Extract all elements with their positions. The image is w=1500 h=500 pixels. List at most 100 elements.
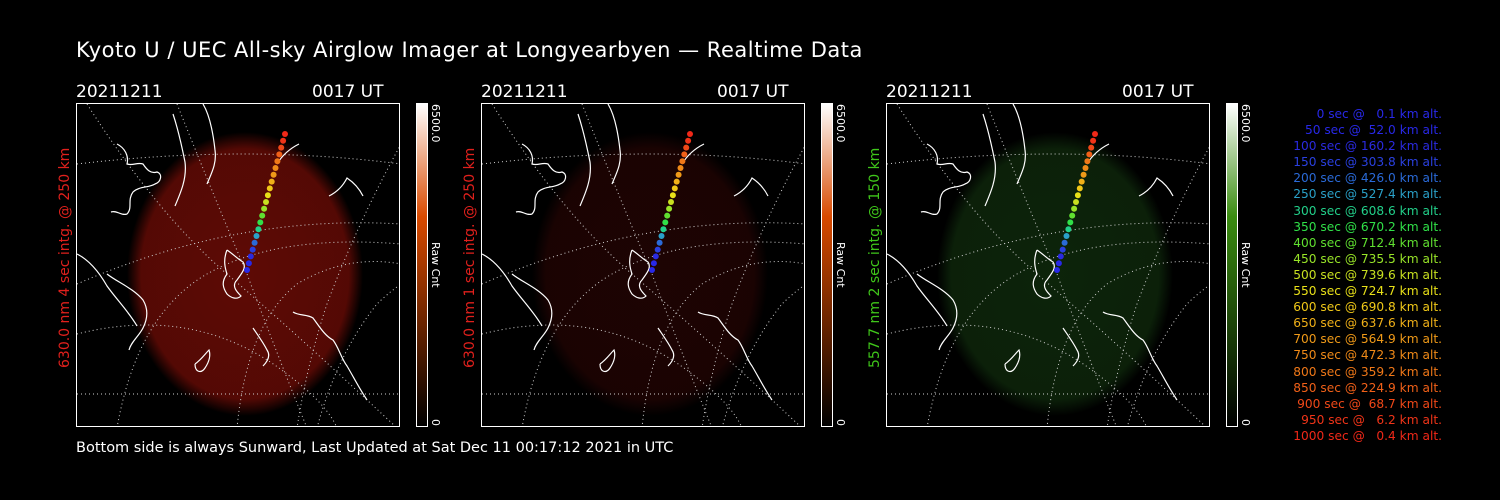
coastline [482, 104, 773, 401]
trajectory-point [255, 226, 262, 233]
allsky-image-panel-2 [481, 103, 805, 427]
trajectory-point [1059, 246, 1066, 253]
trajectory-point [261, 205, 268, 212]
trajectory-point [649, 267, 655, 273]
trajectory-legend: 0 sec @ 0.1 km alt. 50 sec @ 52.0 km alt.… [1262, 106, 1442, 444]
image-date: 20211211 [76, 82, 163, 102]
trajectory-point [662, 219, 669, 226]
trajectory-point [272, 165, 279, 171]
legend-row: 700 sec @ 564.9 km alt. [1293, 332, 1442, 347]
trajectory-point [1084, 158, 1091, 165]
trajectory-point [264, 192, 271, 199]
trajectory-point [244, 267, 250, 273]
colorbar-max: 6500.0 [1239, 104, 1252, 143]
image-date: 20211211 [481, 82, 568, 102]
legend-row: 750 sec @ 472.3 km alt. [1293, 348, 1442, 363]
colorbar [821, 103, 833, 427]
image-date: 20211211 [886, 82, 973, 102]
legend-row: 350 sec @ 670.2 km alt. [1293, 219, 1442, 234]
rocket-trajectory [244, 131, 288, 273]
trajectory-point [259, 212, 266, 219]
lat-lon-grid [887, 104, 1209, 426]
trajectory-point [278, 144, 285, 151]
trajectory-point [1082, 165, 1089, 171]
trajectory-point [654, 246, 661, 253]
wavelength-label: 630.0 nm 1 sec intg. @ 250 km [462, 147, 478, 368]
trajectory-point [677, 165, 684, 171]
legend-row: 850 sec @ 224.9 km alt. [1293, 380, 1442, 395]
legend-row: 400 sec @ 712.4 km alt. [1293, 235, 1442, 250]
wavelength-label: 630.0 nm 4 sec intg. @ 250 km [57, 147, 73, 368]
colorbar-max: 6500.0 [429, 104, 442, 143]
legend-row: 800 sec @ 359.2 km alt. [1293, 364, 1442, 379]
image-time: 0017 UT [312, 82, 384, 102]
trajectory-point [1086, 151, 1093, 158]
allsky-map [482, 104, 804, 426]
trajectory-point [268, 178, 275, 185]
colorbar-min: 0 [429, 419, 442, 426]
trajectory-point [687, 131, 693, 137]
legend-row: 100 sec @ 160.2 km alt. [1293, 139, 1442, 154]
trajectory-point [1080, 171, 1087, 178]
trajectory-point [673, 178, 680, 185]
trajectory-point [1057, 253, 1064, 260]
legend-row: 300 sec @ 608.6 km alt. [1293, 203, 1442, 218]
trajectory-point [245, 260, 252, 267]
trajectory-point [1069, 212, 1076, 219]
trajectory-point [650, 260, 657, 267]
trajectory-point [671, 185, 678, 192]
legend-row: 500 sec @ 739.6 km alt. [1293, 267, 1442, 282]
legend-row: 0 sec @ 0.1 km alt. [1316, 107, 1442, 121]
trajectory-point [652, 253, 659, 260]
trajectory-point [1054, 267, 1060, 273]
legend-row: 900 sec @ 68.7 km alt. [1297, 396, 1442, 411]
coastline [887, 104, 1178, 401]
trajectory-point [669, 192, 676, 199]
rocket-trajectory [649, 131, 693, 273]
trajectory-point [681, 151, 688, 158]
trajectory-point [666, 205, 673, 212]
trajectory-point [1065, 226, 1072, 233]
airglow-image [532, 132, 768, 416]
trajectory-point [1074, 192, 1081, 199]
legend-row: 1000 sec @ 0.4 km alt. [1293, 428, 1442, 443]
allsky-map [77, 104, 399, 426]
legend-row: 600 sec @ 690.8 km alt. [1293, 300, 1442, 315]
trajectory-point [685, 137, 692, 144]
trajectory-point [664, 212, 671, 219]
trajectory-point [249, 246, 256, 253]
legend-row: 50 sec @ 52.0 km alt. [1304, 123, 1442, 138]
trajectory-point [656, 239, 663, 246]
legend-row: 550 sec @ 724.7 km alt. [1293, 284, 1442, 299]
trajectory-point [251, 239, 258, 246]
trajectory-point [270, 171, 277, 178]
trajectory-point [1076, 185, 1083, 192]
trajectory-point [1078, 178, 1085, 185]
colorbar-min: 0 [1239, 419, 1252, 426]
colorbar-min: 0 [834, 419, 847, 426]
legend-row: 950 sec @ 6.2 km alt. [1301, 412, 1442, 427]
trajectory-point [1071, 205, 1078, 212]
trajectory-point [1090, 137, 1097, 144]
trajectory-point [1092, 131, 1098, 137]
trajectory-point [280, 137, 287, 144]
allsky-image-panel-1 [76, 103, 400, 427]
wavelength-label: 557.7 nm 2 sec intg. @ 150 km [867, 147, 883, 368]
airglow-image [937, 132, 1173, 416]
trajectory-point [1067, 219, 1074, 226]
trajectory-point [1055, 260, 1062, 267]
footer-status: Bottom side is always Sunward, Last Upda… [76, 440, 674, 456]
lat-lon-grid [77, 104, 399, 426]
rocket-trajectory [1054, 131, 1098, 273]
legend-row: 150 sec @ 303.8 km alt. [1293, 155, 1442, 170]
image-time: 0017 UT [717, 82, 789, 102]
colorbar [416, 103, 428, 427]
colorbar-unit: Raw Cnt [1239, 242, 1252, 288]
trajectory-point [675, 171, 682, 178]
allsky-map [887, 104, 1209, 426]
coastline [77, 104, 368, 401]
colorbar-max: 6500.0 [834, 104, 847, 143]
colorbar-unit: Raw Cnt [429, 242, 442, 288]
trajectory-point [658, 233, 665, 239]
airglow-image [127, 132, 363, 416]
